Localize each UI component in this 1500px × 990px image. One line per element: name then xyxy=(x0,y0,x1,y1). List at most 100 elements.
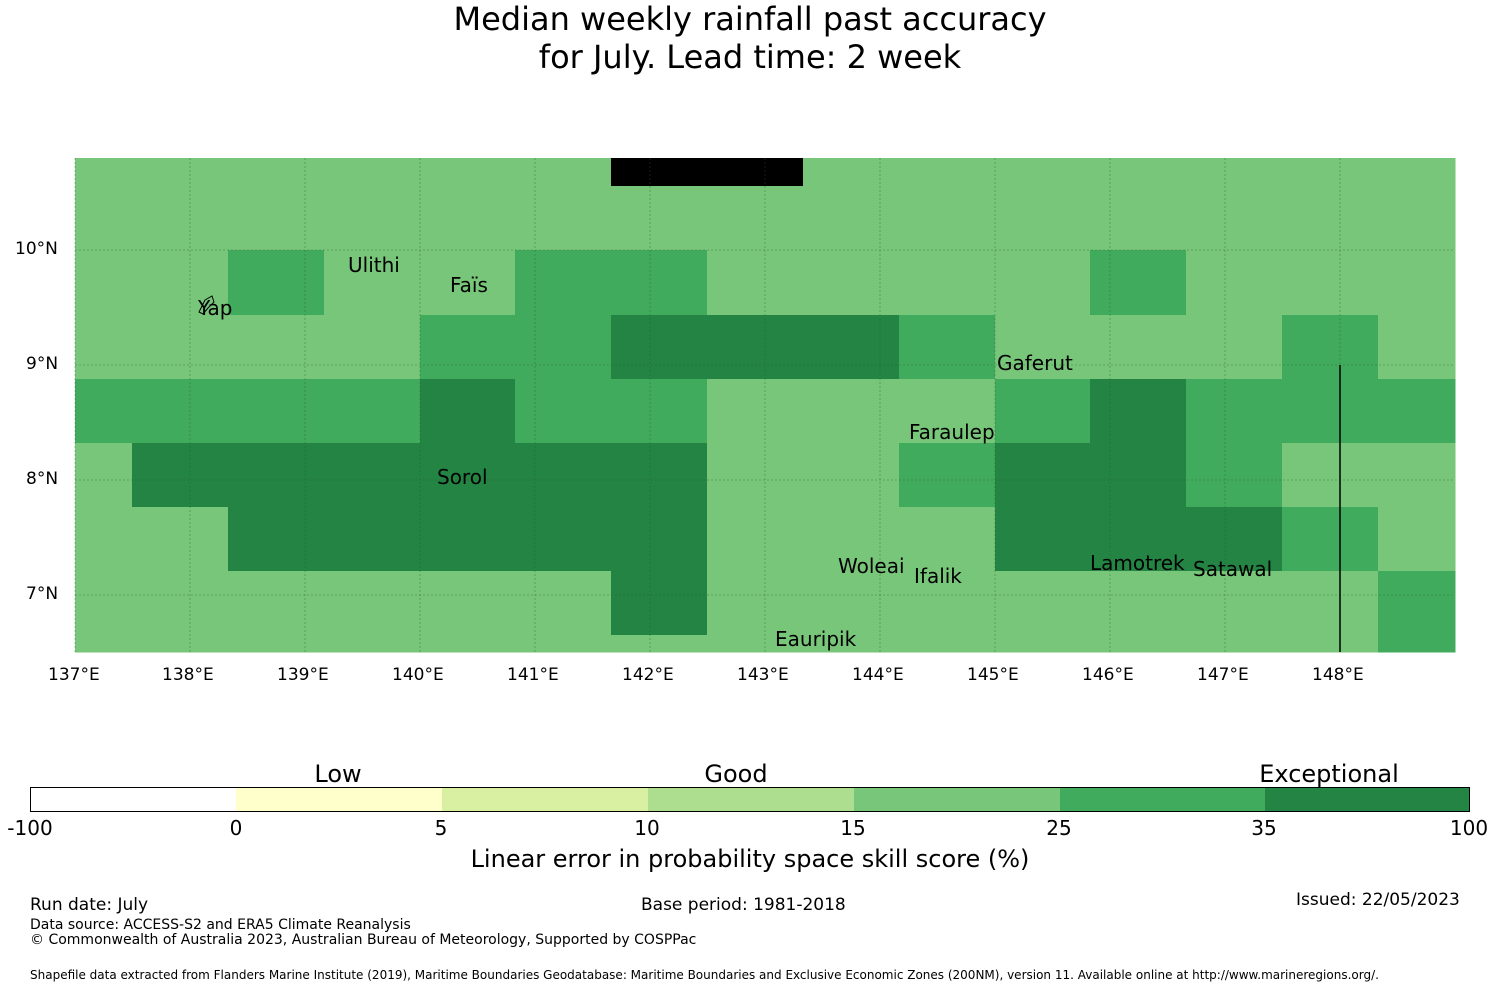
lon-tick: 143°E xyxy=(737,665,789,685)
lon-tick: 142°E xyxy=(622,665,674,685)
grid-cell xyxy=(1090,443,1187,508)
copyright: © Commonwealth of Australia 2023, Austra… xyxy=(30,932,697,948)
lon-tick: 146°E xyxy=(1082,665,1134,685)
grid-cell xyxy=(611,186,708,251)
grid-cell xyxy=(1282,571,1379,636)
grid-cell xyxy=(420,571,516,636)
grid-cell xyxy=(611,315,708,380)
colorbar-tick: 25 xyxy=(1046,816,1072,840)
colorbar-tick: 100 xyxy=(1449,816,1489,840)
grid-cell xyxy=(132,250,229,316)
grid-cell xyxy=(228,507,325,572)
shapefile-credit: Shapefile data extracted from Flanders M… xyxy=(30,968,1379,982)
lon-tick: 144°E xyxy=(852,665,904,685)
grid-cell xyxy=(1090,571,1187,636)
grid-cell xyxy=(75,507,133,572)
grid-cell xyxy=(995,158,1091,187)
colorbar-tick: 5 xyxy=(434,816,448,840)
grid-cell xyxy=(420,507,516,572)
grid-cell xyxy=(1186,250,1283,316)
grid-cell xyxy=(611,443,708,508)
grid-cell xyxy=(324,379,421,444)
grid-cell xyxy=(132,443,229,508)
grid-cell xyxy=(515,250,612,316)
grid-cell xyxy=(515,315,612,380)
grid-cell xyxy=(324,186,421,251)
colorbar-segment xyxy=(648,788,854,811)
grid-cell xyxy=(420,250,516,316)
grid-cell xyxy=(132,571,229,636)
grid-cell xyxy=(1090,186,1187,251)
grid-cell xyxy=(707,158,804,187)
grid-cell xyxy=(1186,186,1283,251)
colorbar-segment xyxy=(1265,788,1469,811)
grid-cell xyxy=(899,186,996,251)
grid-cell xyxy=(75,443,133,508)
grid-cell xyxy=(899,571,996,636)
grid-cell xyxy=(707,635,804,653)
grid-cell xyxy=(899,507,996,572)
grid-cell xyxy=(611,571,708,636)
grid-cell xyxy=(803,443,900,508)
grid-cell xyxy=(1378,571,1456,636)
grid-cell xyxy=(228,250,325,316)
grid-cell xyxy=(132,379,229,444)
grid-cell xyxy=(228,315,325,380)
issued-date: Issued: 22/05/2023 xyxy=(1296,890,1460,910)
yap-island-outline xyxy=(198,295,215,315)
grid-cell xyxy=(1282,507,1379,572)
chart-title: Median weekly rainfall past accuracy for… xyxy=(0,0,1500,76)
legend-category-good: Good xyxy=(704,760,768,788)
run-date: Run date: July xyxy=(30,895,149,915)
lat-tick: 9°N xyxy=(26,354,59,374)
colorbar-tick: 35 xyxy=(1251,816,1277,840)
colorbar-segment xyxy=(442,788,648,811)
grid-cell xyxy=(228,379,325,444)
grid-cell xyxy=(324,315,421,380)
grid-cell xyxy=(707,507,804,572)
place-label-sorol: Sorol xyxy=(437,465,488,489)
grid-cell xyxy=(1186,443,1283,508)
grid-cell xyxy=(1378,250,1456,316)
grid-cell xyxy=(75,379,133,444)
grid-cell xyxy=(803,315,900,380)
grid-cell xyxy=(611,158,708,187)
grid-cell xyxy=(515,635,612,653)
place-label-woleai: Woleai xyxy=(838,554,905,578)
grid-cell xyxy=(611,635,708,653)
grid-cell xyxy=(1090,507,1187,572)
grid-cell xyxy=(1378,635,1456,653)
place-label-faraulep: Faraulep xyxy=(909,420,995,444)
grid-cell xyxy=(803,158,900,187)
grid-cell xyxy=(75,571,133,636)
grid-cell xyxy=(1282,186,1379,251)
colorbar-segment xyxy=(854,788,1060,811)
legend-category-exceptional: Exceptional xyxy=(1259,760,1399,788)
lon-tick: 148°E xyxy=(1312,665,1364,685)
place-label-gaferut: Gaferut xyxy=(997,351,1073,375)
lon-tick: 139°E xyxy=(277,665,329,685)
grid-cell xyxy=(995,315,1091,380)
grid-cell xyxy=(132,186,229,251)
grid-cell xyxy=(899,315,996,380)
grid-cell xyxy=(995,571,1091,636)
grid-cell xyxy=(228,186,325,251)
grid-cell xyxy=(132,158,229,187)
grid-cell xyxy=(1090,158,1187,187)
grid-cell xyxy=(803,186,900,251)
grid-cell xyxy=(75,186,133,251)
grid-cell xyxy=(515,571,612,636)
grid-cell xyxy=(132,635,229,653)
colorbar-segment xyxy=(236,788,442,811)
grid-cell xyxy=(1282,635,1379,653)
place-label-eauripik: Eauripik xyxy=(775,627,857,651)
grid-cell xyxy=(1186,158,1283,187)
grid-cell xyxy=(1282,250,1379,316)
grid-cell xyxy=(324,158,421,187)
data-source: Data source: ACCESS-S2 and ERA5 Climate … xyxy=(30,917,411,933)
lat-tick: 10°N xyxy=(15,239,58,259)
grid-cell xyxy=(1378,507,1456,572)
legend-category-low: Low xyxy=(314,760,362,788)
lat-tick: 8°N xyxy=(26,469,59,489)
